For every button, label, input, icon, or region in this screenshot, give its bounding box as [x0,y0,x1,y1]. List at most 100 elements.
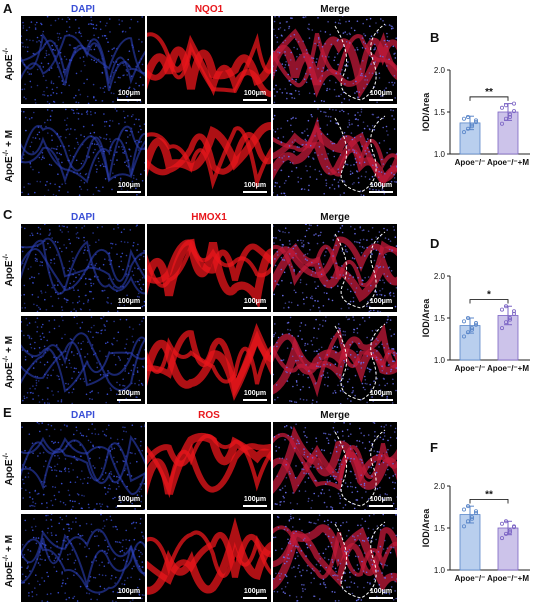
data-point [512,311,517,316]
row-label-apoe: ApoE-/- [2,452,16,486]
x-tick-label: Apoe⁻/⁻+M [487,364,529,373]
data-point [466,126,471,131]
scale-bar-label: 100μm [117,90,141,97]
scale-bar: 100μm [369,90,393,101]
data-point [466,519,471,524]
scale-bar-line [117,307,141,309]
data-point [500,121,505,126]
column-header-merge: Merge [320,4,350,15]
panel-letter-e: E [3,405,12,420]
scale-bar: 100μm [117,90,141,101]
scale-bar-label: 100μm [117,298,141,305]
panel-letter-c: C [3,207,13,222]
scale-bar-label: 100μm [369,588,393,595]
scale-bar-label: 100μm [369,298,393,305]
scale-bar-line [117,99,141,101]
data-point [508,530,513,535]
data-point [462,334,467,339]
scale-bar-line [117,191,141,193]
data-point [470,516,475,521]
column-header-ros: ROS [198,410,220,421]
y-tick-label: 1.0 [434,356,446,365]
marker-micrograph: 100μm [147,316,271,404]
data-point [500,326,505,331]
y-tick-label: 2.0 [434,482,446,491]
significance-bracket [469,498,509,504]
scale-bar: 100μm [243,390,267,401]
bar-chart-f: 1.0 1.5 2.0 IOD/Area Apoe⁻/⁻ Apoe⁻/⁻+M ** [420,466,545,591]
scale-bar-line [243,505,267,507]
data-point [474,118,479,123]
data-point [470,327,475,332]
scale-bar: 100μm [117,588,141,599]
scale-bar: 100μm [117,496,141,507]
scale-bar: 100μm [369,182,393,193]
marker-micrograph: 100μm [147,514,271,602]
x-tick-label: Apoe⁻/⁻ [455,574,486,583]
significance-label: * [487,290,491,301]
column-header-dapi: DAPI [71,212,95,223]
data-point [462,319,467,324]
scale-bar-label: 100μm [243,298,267,305]
dapi-micrograph: 100μm [21,316,145,404]
scale-bar: 100μm [243,298,267,309]
scale-bar: 100μm [243,496,267,507]
significance-bracket [469,299,509,304]
dapi-micrograph: 100μm [21,422,145,510]
data-point [474,322,479,327]
scale-bar-label: 100μm [117,182,141,189]
scale-bar: 100μm [369,390,393,401]
panel-letter-f: F [430,440,438,455]
merge-micrograph: 100μm [273,16,397,104]
dapi-micrograph: 100μm [21,224,145,312]
data-point [470,124,475,129]
data-point [504,519,509,524]
data-point [508,528,513,533]
data-point [508,115,513,120]
scale-bar-label: 100μm [243,588,267,595]
scale-bar: 100μm [117,390,141,401]
data-point [474,509,479,514]
data-point [466,115,471,120]
scale-bar-label: 100μm [243,496,267,503]
marker-micrograph: 100μm [147,108,271,196]
data-point [466,330,471,335]
significance-label: ** [485,489,493,500]
significance-bracket [469,96,509,101]
data-point [504,304,509,309]
scale-bar: 100μm [369,588,393,599]
scale-bar-label: 100μm [369,90,393,97]
scale-bar-line [117,505,141,507]
data-point [504,103,509,108]
y-tick-label: 1.0 [434,150,446,159]
row-label-apoe: ApoE-/- [2,47,16,81]
y-axis-label: IOD/Area [421,92,431,132]
scale-bar-label: 100μm [243,182,267,189]
data-point [500,307,505,312]
y-axis-label: IOD/Area [421,508,431,548]
data-point [504,116,509,121]
data-point [512,524,517,529]
data-point [470,122,475,127]
y-tick-label: 1.5 [434,524,446,533]
x-tick-label: Apoe⁻/⁻ [455,158,486,167]
column-header-dapi: DAPI [71,4,95,15]
scale-bar-line [243,399,267,401]
column-header-nqo1: NQO1 [194,4,224,15]
y-axis-label: IOD/Area [421,298,431,338]
scale-bar-line [369,399,393,401]
scale-bar-label: 100μm [117,588,141,595]
data-point [474,120,479,125]
scale-bar: 100μm [117,182,141,193]
scale-bar-line [243,307,267,309]
column-header-dapi: DAPI [71,410,95,421]
x-tick-label: Apoe⁻/⁻ [455,364,486,373]
dapi-micrograph: 100μm [21,16,145,104]
y-tick-label: 1.5 [434,108,446,117]
scale-bar-line [369,307,393,309]
panel-letter-b: B [430,30,440,45]
column-header-hmox1: HMOX1 [191,212,227,223]
column-header-merge: Merge [320,212,350,223]
marker-micrograph: 100μm [147,422,271,510]
scale-bar-label: 100μm [369,496,393,503]
